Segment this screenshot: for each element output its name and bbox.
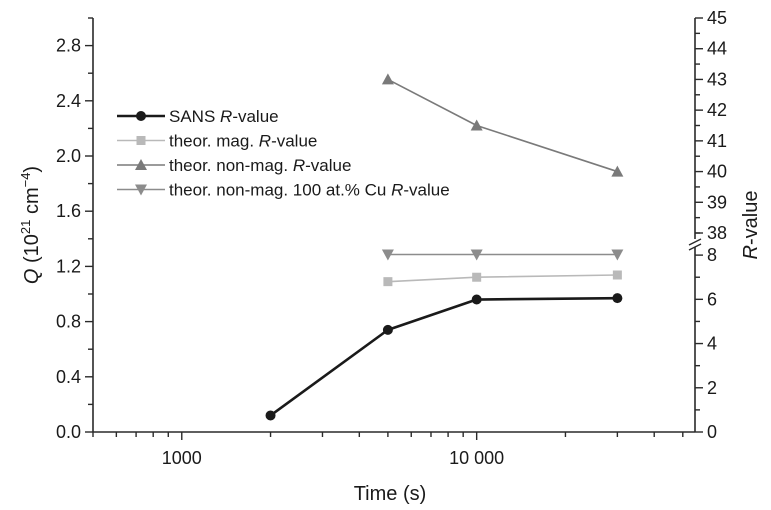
legend-label-part: -value — [403, 181, 449, 200]
right-axis-label-text: -value — [740, 191, 762, 245]
right-tick-label: 45 — [707, 8, 727, 28]
data-point — [381, 73, 394, 85]
right-tick-label: 39 — [707, 192, 727, 212]
data-point — [383, 277, 393, 287]
left-axis-label-close: ) — [21, 166, 43, 173]
legend-label: theor. mag. R-value — [169, 132, 317, 151]
axis-break-mark — [688, 243, 702, 251]
x-tick-label: 10 000 — [449, 448, 504, 468]
right-tick-label: 6 — [707, 289, 717, 309]
legend-label-part: R — [293, 156, 305, 175]
legend-label: theor. non-mag. 100 at.% Cu R-value — [169, 181, 450, 200]
left-tick-label: 0.0 — [56, 422, 81, 442]
right-tick-label: 40 — [707, 162, 727, 182]
data-point — [265, 410, 276, 421]
legend-entry: theor. non-mag. 100 at.% Cu R-value — [117, 181, 450, 200]
right-tick-label: 44 — [707, 39, 727, 59]
legend-label-part: theor. mag. — [169, 132, 259, 151]
left-tick-label: 2.4 — [56, 91, 81, 111]
series-3 — [381, 249, 624, 261]
data-point — [471, 294, 482, 305]
legend-label-part: R — [259, 132, 271, 151]
legend-label-part: R — [220, 107, 232, 126]
right-tick-label: 0 — [707, 422, 717, 442]
series-0 — [265, 293, 623, 421]
left-axis-label-sup1: 21 — [18, 220, 33, 234]
legend-label: SANS R-value — [169, 107, 279, 126]
right-tick-label: 2 — [707, 378, 717, 398]
right-tick-label: 41 — [707, 131, 727, 151]
left-tick-label: 1.6 — [56, 201, 81, 221]
series-1 — [383, 270, 622, 287]
legend-entry: theor. non-mag. R-value — [117, 156, 351, 175]
series-line — [387, 78, 618, 173]
data-point — [612, 293, 623, 304]
data-point — [611, 249, 624, 261]
right-tick-label: 42 — [707, 100, 727, 120]
series-line — [269, 296, 618, 417]
data-point — [611, 165, 624, 177]
left-tick-label: 2.8 — [56, 36, 81, 56]
series-line — [387, 274, 618, 283]
right-tick-label: 4 — [707, 334, 717, 354]
legend-marker — [135, 159, 147, 170]
left-axis-label-sup2: −4 — [18, 173, 33, 188]
left-tick-label: 1.2 — [56, 256, 81, 276]
right-tick-label: 8 — [707, 245, 717, 265]
right-axis-label: R-value — [740, 191, 762, 260]
legend-label-part: R — [391, 181, 403, 200]
left-axis-label-text2: cm — [21, 187, 43, 219]
legend-entry: SANS R-value — [117, 107, 279, 126]
right-tick-label: 43 — [707, 69, 727, 89]
left-axis-label-text: (10 — [21, 234, 43, 268]
left-axis-label-symbol: Q — [21, 269, 43, 285]
right-tick-label: 38 — [707, 223, 727, 243]
left-tick-label: 0.4 — [56, 367, 81, 387]
data-point — [612, 270, 622, 280]
left-axis-label: Q (1021 cm−4) — [18, 166, 43, 284]
legend-label-part: -value — [232, 107, 278, 126]
data-point — [382, 324, 393, 335]
legend-marker — [136, 111, 146, 121]
legend-marker — [136, 136, 146, 145]
legend-label-part: SANS — [169, 107, 220, 126]
axes: 1000 10 0000.00.40.81.21.62.02.42.8024683… — [56, 8, 727, 468]
left-tick-label: 0.8 — [56, 312, 81, 332]
axis-break-mark — [688, 238, 702, 246]
data-point — [470, 249, 483, 261]
right-axis-label-symbol: R — [740, 245, 762, 259]
series-layer — [265, 73, 624, 421]
x-axis-label: Time (s) — [354, 483, 427, 505]
legend-label: theor. non-mag. R-value — [169, 156, 351, 175]
legend-label-part: -value — [271, 132, 317, 151]
legend-marker — [135, 184, 147, 196]
series-2 — [381, 73, 624, 177]
data-point — [472, 272, 482, 282]
legend-label-part: theor. non-mag. — [169, 156, 293, 175]
legend-label-part: theor. non-mag. 100 at.% Cu — [169, 181, 391, 200]
legend-entry: theor. mag. R-value — [117, 132, 317, 151]
data-point — [381, 249, 394, 261]
data-point — [470, 119, 483, 131]
x-tick-label: 1000 — [162, 448, 202, 468]
left-tick-label: 2.0 — [56, 146, 81, 166]
legend-label-part: -value — [305, 156, 351, 175]
